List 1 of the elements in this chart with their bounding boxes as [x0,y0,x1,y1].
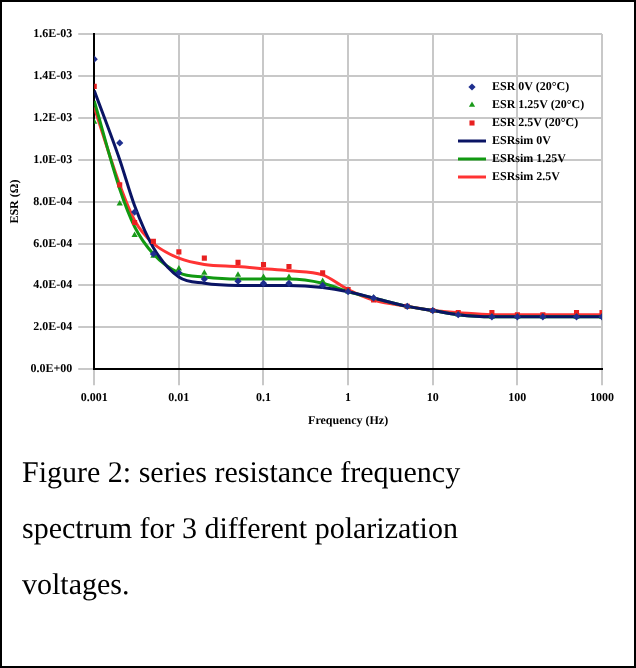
caption: Figure 2: series resistance frequency spectrum for 3 different polarization voltages. [22,456,463,606]
